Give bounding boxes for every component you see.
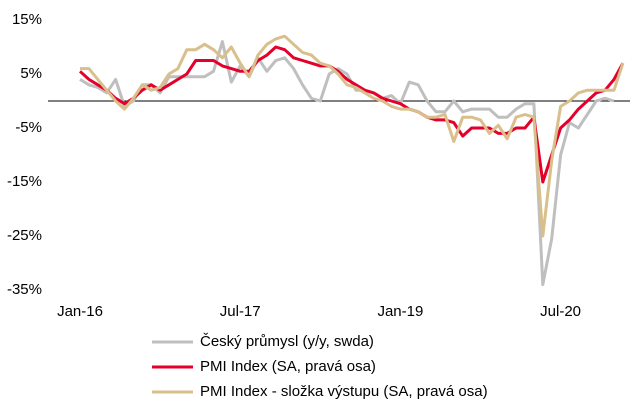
- series-line: [80, 34, 625, 238]
- legend-label: PMI Index (SA, pravá osa): [200, 358, 376, 375]
- y-tick-label: -15%: [7, 173, 42, 190]
- y-tick-label: 15%: [12, 11, 42, 28]
- y-tick-label: -35%: [7, 281, 42, 298]
- x-tick-label: Jan-16: [57, 303, 103, 320]
- y-tick-label: 5%: [20, 65, 42, 82]
- x-tick-label: Jan-19: [377, 303, 423, 320]
- y-tick-label: -25%: [7, 227, 42, 244]
- y-tick-label: -5%: [15, 119, 42, 136]
- legend-label: PMI Index - složka výstupu (SA, pravá os…: [200, 383, 488, 400]
- x-tick-label: Jul-20: [540, 303, 581, 320]
- x-tick-label: Jul-17: [220, 303, 261, 320]
- series-line: [78, 45, 625, 184]
- legend-label: Český průmysl (y/y, swda): [200, 333, 374, 350]
